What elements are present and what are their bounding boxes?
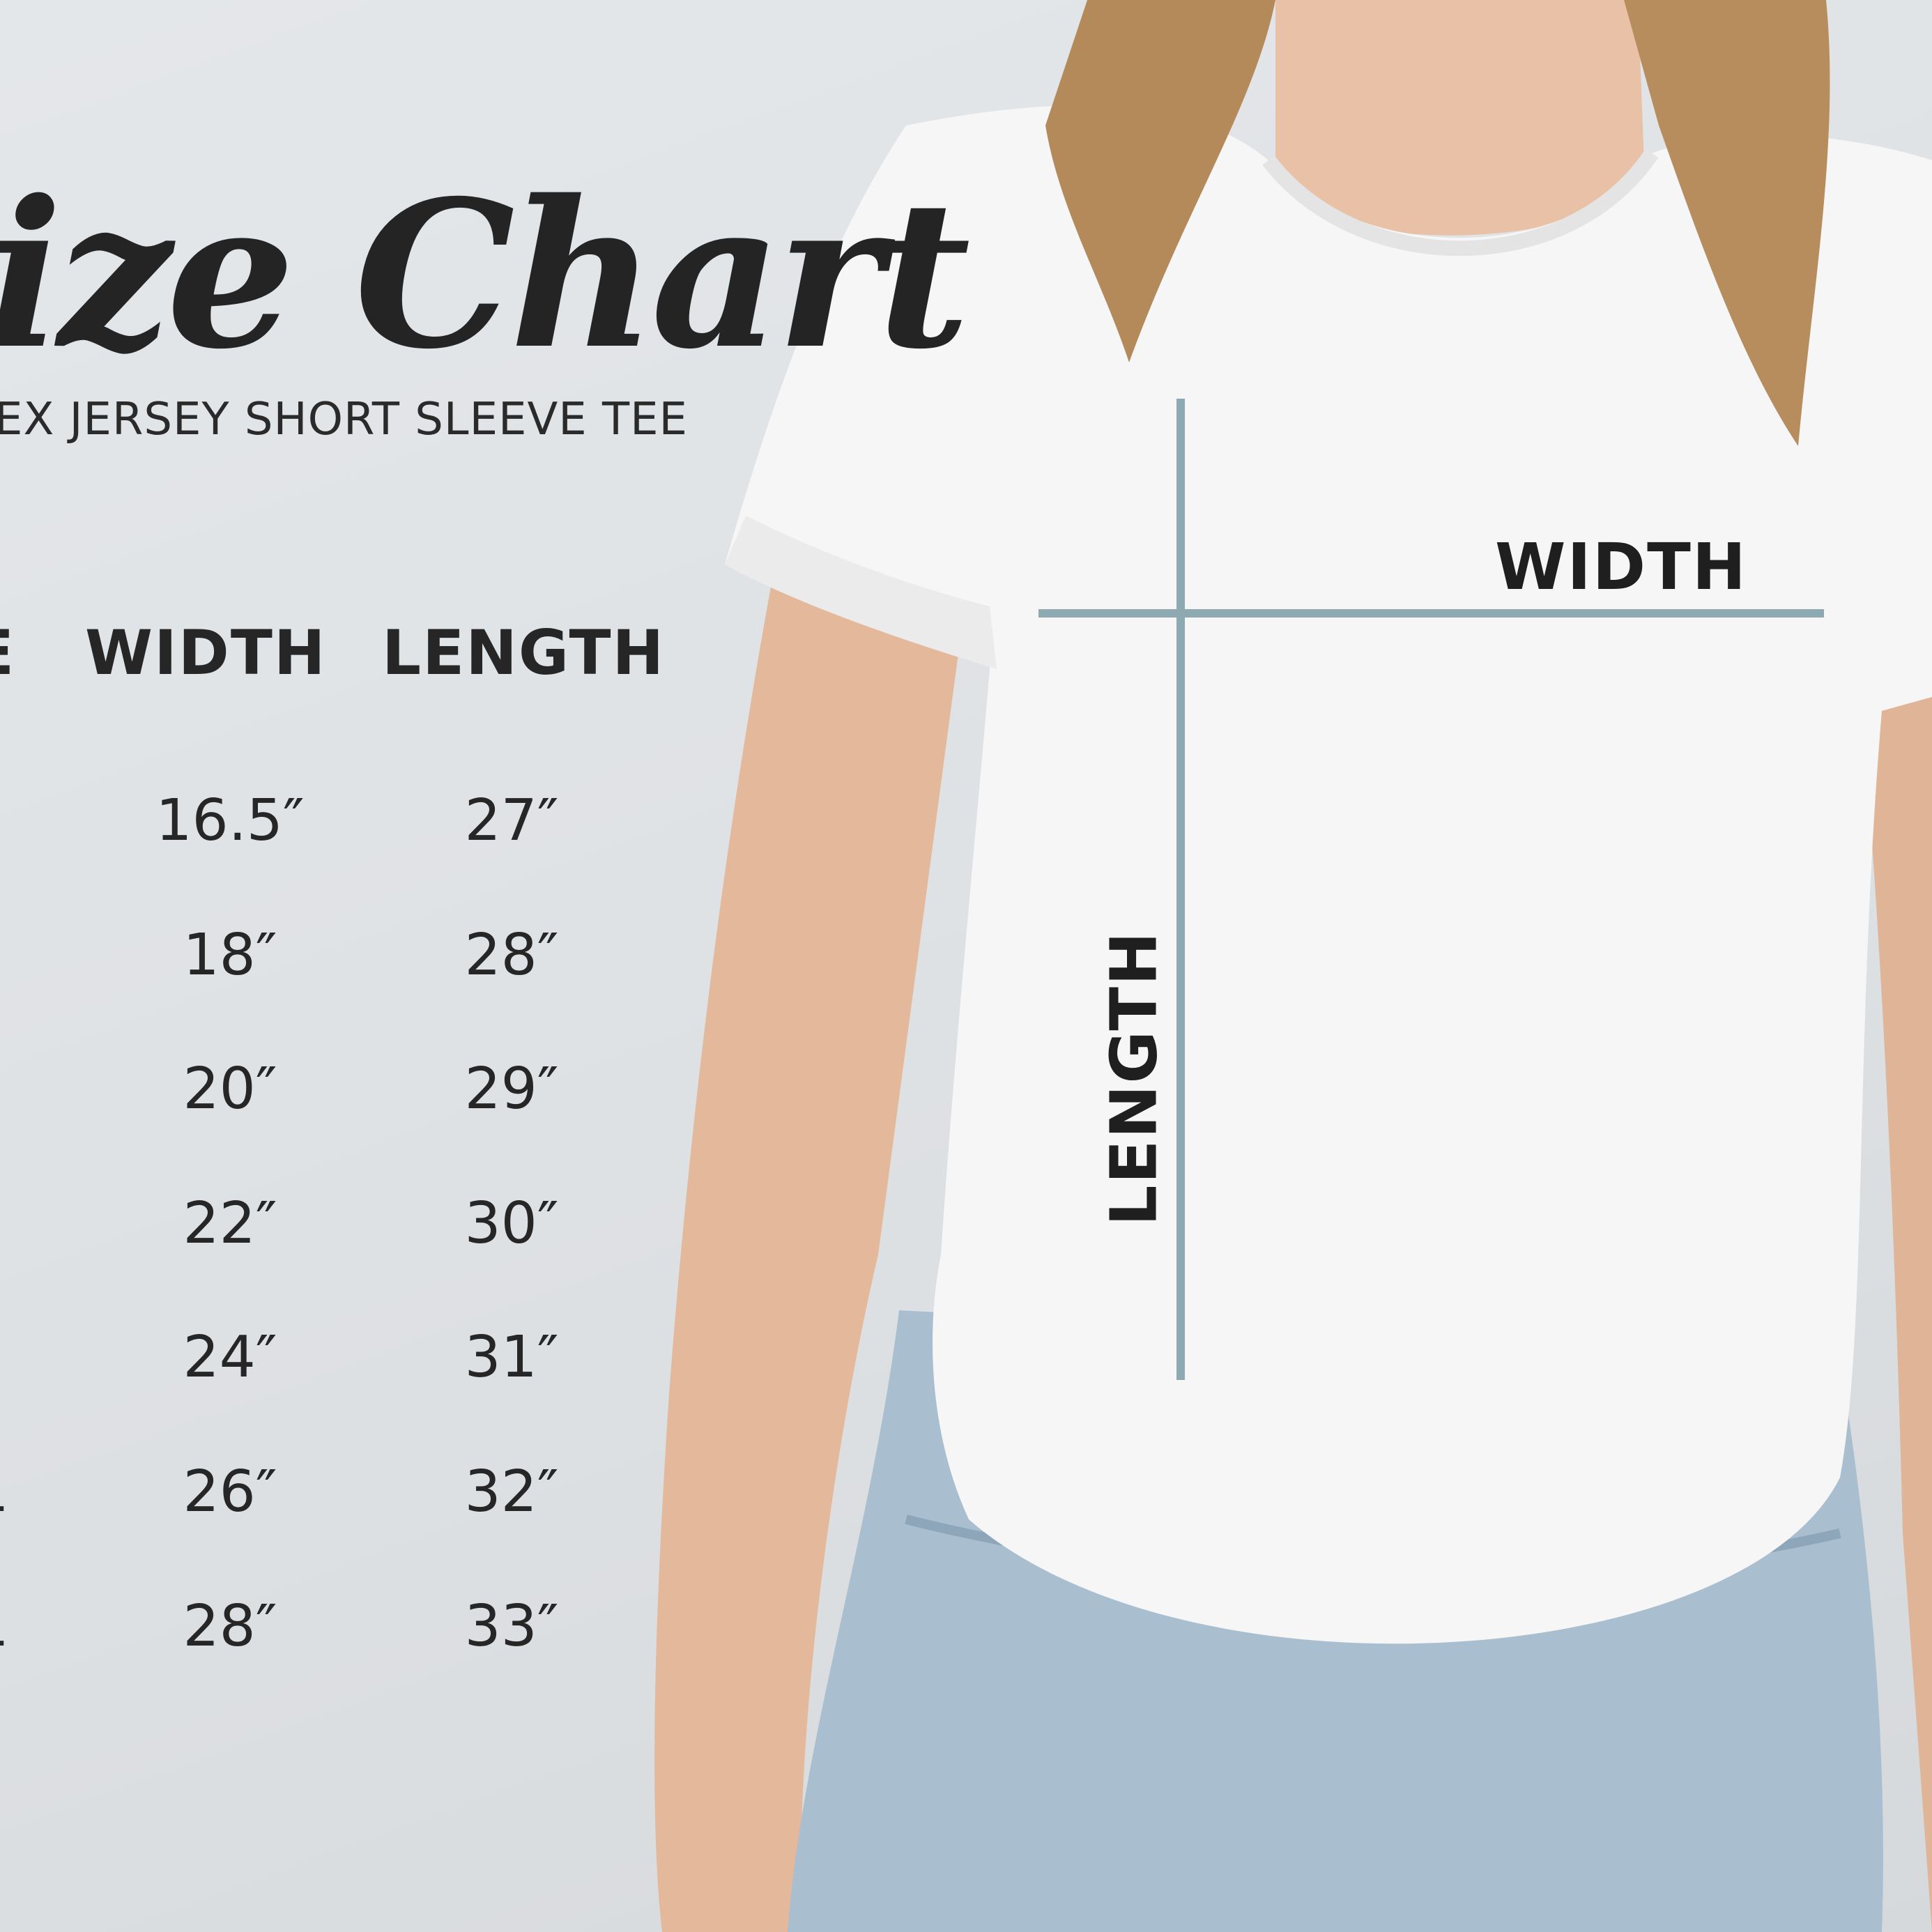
- width-header: WIDTH: [85, 617, 327, 689]
- size-cell: L: [0, 1593, 4, 1659]
- width-cell: 22″: [183, 1190, 277, 1257]
- width-measure-label: WIDTH: [1495, 530, 1747, 604]
- length-cell: 30″: [464, 1190, 559, 1257]
- product-subtitle: EX JERSEY SHORT SLEEVE TEE: [0, 394, 688, 445]
- size-cell: L: [0, 1459, 4, 1525]
- length-cell: 32″: [464, 1459, 559, 1525]
- width-cell: 16.5″: [155, 788, 305, 854]
- width-cell: 20″: [183, 1056, 277, 1122]
- length-cell: 31″: [464, 1324, 559, 1390]
- length-cell: 28″: [464, 922, 559, 988]
- left-arm: [654, 572, 962, 1932]
- neck: [1275, 0, 1645, 236]
- right-arm: [1854, 627, 1932, 1932]
- hair-left: [1045, 0, 1275, 362]
- length-header: LENGTH: [382, 617, 666, 689]
- page-title: ize Chart: [0, 157, 971, 394]
- hair-right: [1624, 0, 1830, 446]
- width-cell: 26″: [183, 1459, 277, 1525]
- length-cell: 33″: [464, 1593, 559, 1659]
- length-cell: 27″: [464, 788, 559, 854]
- t-shirt: [725, 105, 1932, 1644]
- width-cell: 28″: [183, 1593, 277, 1659]
- width-cell: 18″: [183, 922, 277, 988]
- size-header: E: [0, 617, 15, 689]
- length-cell: 29″: [464, 1056, 559, 1122]
- length-measure-label: LENGTH: [1096, 930, 1172, 1227]
- width-cell: 24″: [183, 1324, 277, 1390]
